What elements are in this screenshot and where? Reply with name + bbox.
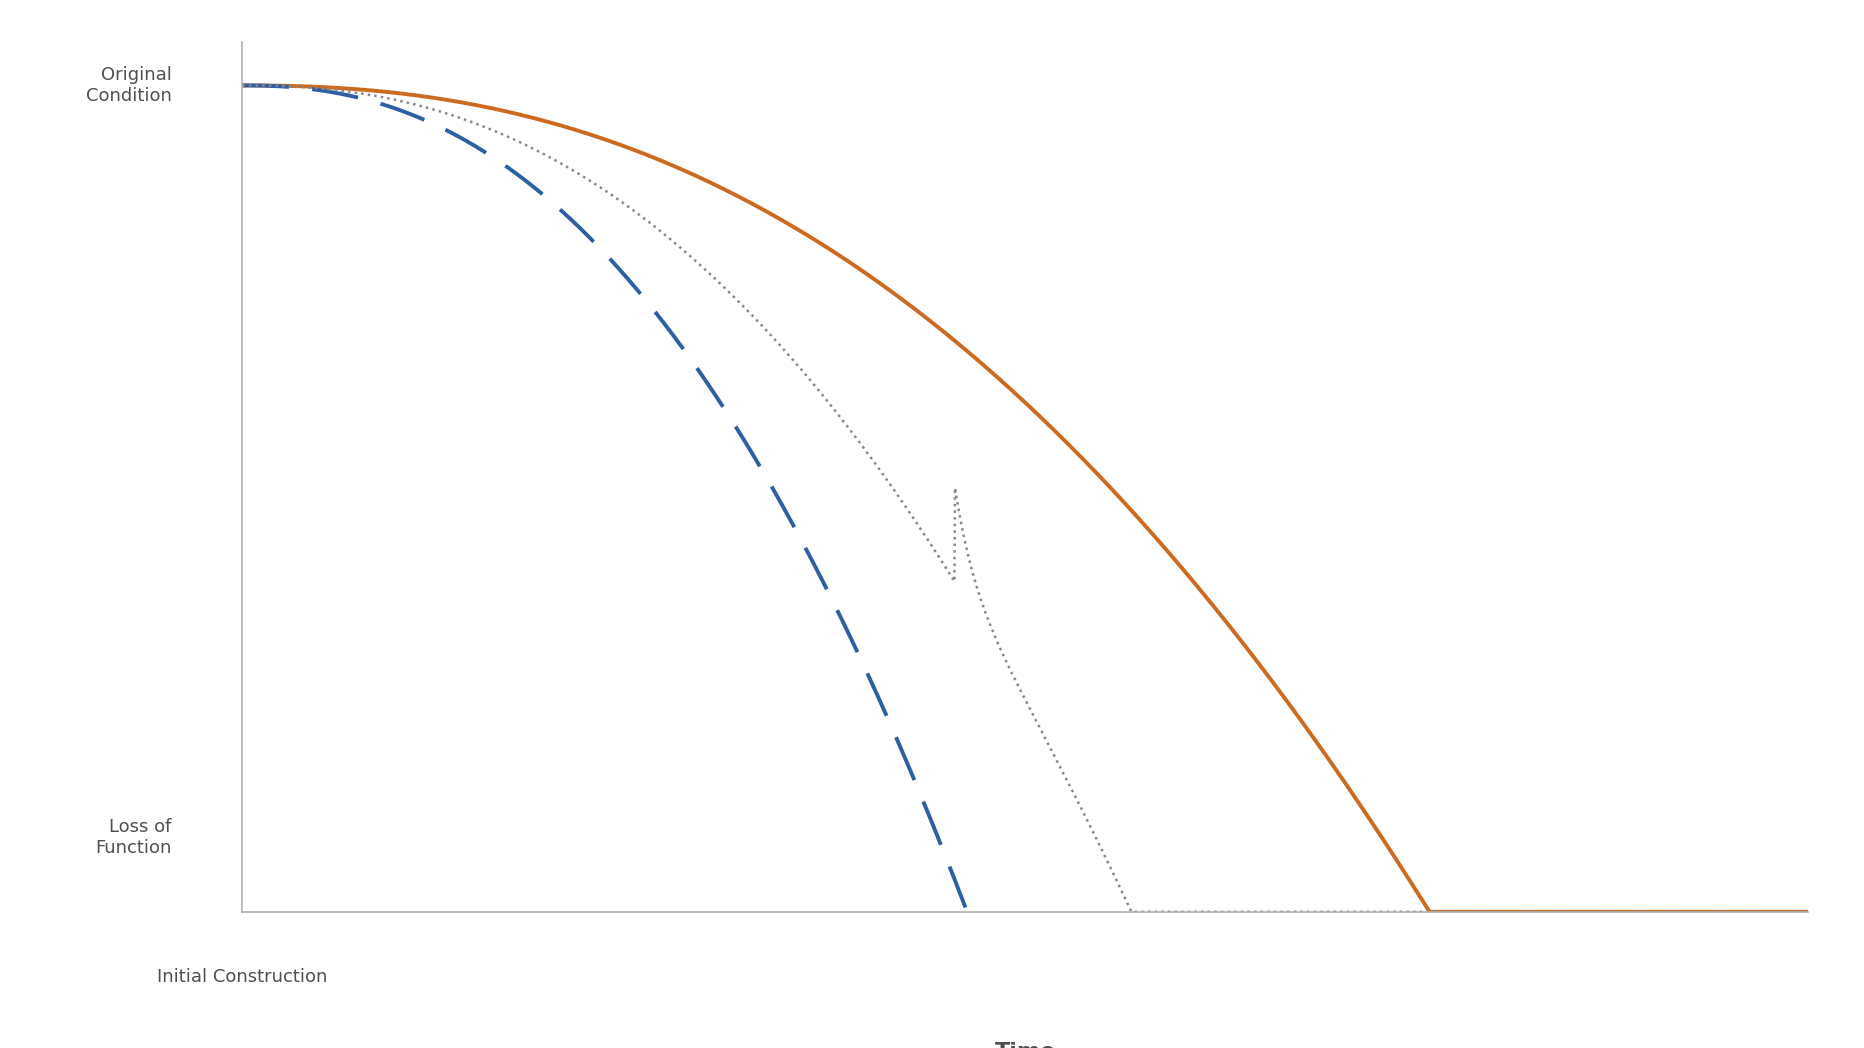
Text: Original
Condition: Original Condition [86, 66, 171, 105]
Text: Loss of
Function: Loss of Function [95, 818, 171, 857]
Text: Time: Time [995, 1042, 1055, 1048]
Text: Initial Construction: Initial Construction [157, 968, 328, 986]
